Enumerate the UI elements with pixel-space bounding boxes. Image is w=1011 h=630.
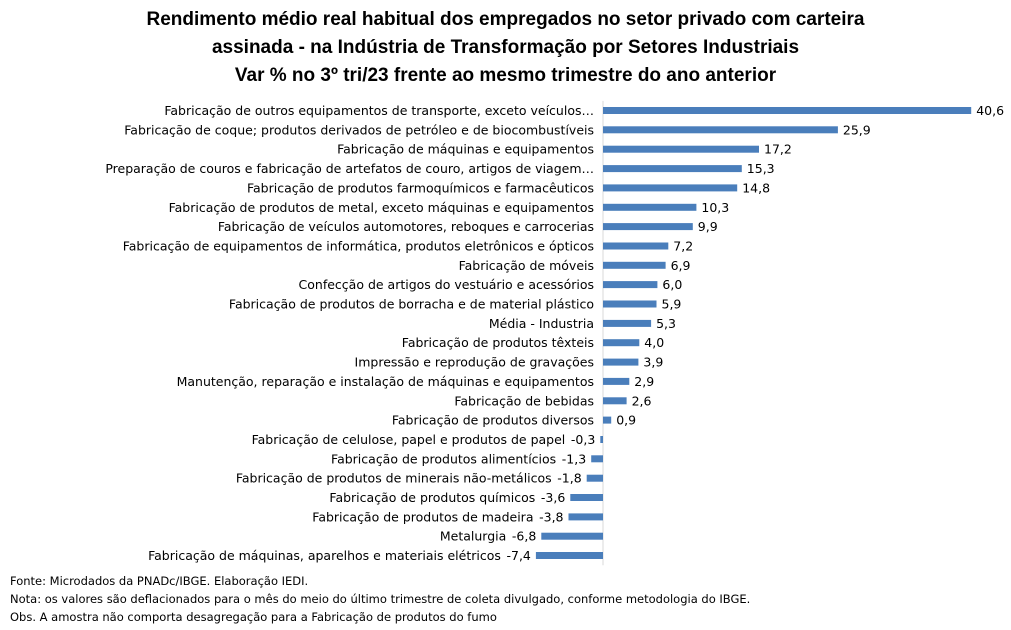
category-label: Fabricação de produtos de borracha e de … [229, 297, 594, 312]
source-note: Fonte: Microdados da PNADc/IBGE. Elabora… [10, 574, 309, 588]
category-label: Fabricação de produtos farmoquímicos e f… [247, 180, 594, 195]
category-label: Fabricação de equipamentos de informátic… [123, 239, 594, 254]
bar [603, 377, 630, 385]
data-label: -6,8 [512, 529, 536, 544]
footnotes: Fonte: Microdados da PNADc/IBGE. Elabora… [10, 572, 750, 626]
data-label: 17,2 [764, 142, 792, 157]
bar [603, 397, 627, 405]
bar [603, 165, 742, 173]
data-label: -1,3 [562, 451, 586, 466]
category-label: Fabricação de produtos de madeira [312, 509, 533, 524]
category-label: Preparação de couros e fabricação de art… [105, 161, 594, 176]
bar [570, 494, 603, 501]
data-label: 15,3 [747, 161, 775, 176]
category-label: Fabricação de celulose, papel e produtos… [252, 432, 566, 447]
bar [535, 552, 603, 559]
data-label: 25,9 [843, 122, 871, 137]
bar [591, 455, 603, 463]
bar [603, 184, 738, 192]
category-label: Fabricação de produtos têxteis [402, 335, 594, 350]
data-label: 0,9 [616, 413, 636, 428]
data-label: 6,9 [671, 258, 691, 273]
data-label: 3,9 [643, 355, 663, 370]
bar [603, 281, 658, 289]
bar [603, 223, 693, 231]
chart-title-line-2: assinada - na Indústria de Transformação… [211, 37, 800, 58]
bar [603, 319, 652, 327]
category-label: Fabricação de máquinas e equipamentos [337, 142, 594, 157]
category-label: Fabricação de produtos de metal, exceto … [169, 200, 594, 215]
category-label: Manutenção, reparação e instalação de má… [177, 374, 594, 389]
data-label: -3,8 [539, 509, 563, 524]
data-label: -7,4 [507, 548, 531, 563]
bar [568, 513, 603, 521]
bar [586, 474, 603, 482]
data-label: 6,0 [662, 277, 682, 292]
category-label: Impressão e reprodução de gravações [355, 355, 594, 370]
bar [603, 416, 612, 424]
bar [603, 358, 639, 366]
category-label: Fabricação de máquinas, aparelhos e mate… [148, 548, 501, 563]
bar [603, 203, 697, 211]
category-label: Fabricação de produtos de minerais não-m… [236, 471, 552, 486]
bar [603, 126, 838, 134]
data-label: 9,9 [698, 219, 718, 234]
sample-note: Obs. A amostra não comporta desagregação… [10, 610, 497, 624]
data-label: 10,3 [701, 200, 729, 215]
bar [603, 300, 657, 308]
bar [603, 242, 669, 250]
category-label: Fabricação de produtos alimentícios [331, 451, 556, 466]
category-label: Média - Industria [489, 316, 594, 331]
chart-title: Rendimento médio real habitual dos empre… [0, 6, 1011, 90]
bar [603, 339, 640, 347]
chart-title-line-3: Var % no 3º tri/23 frente ao mesmo trime… [234, 65, 777, 86]
category-label: Fabricação de veículos automotores, rebo… [218, 219, 594, 234]
category-label: Confecção de artigos do vestuário e aces… [299, 277, 594, 292]
bar [600, 436, 603, 443]
methodology-note: Nota: os valores são deflacionados para … [10, 592, 751, 606]
category-label: Fabricação de produtos químicos [329, 490, 535, 505]
data-label: 4,0 [644, 335, 664, 350]
category-label: Fabricação de produtos diversos [392, 413, 594, 428]
data-label: 5,9 [662, 297, 682, 312]
data-label: -1,8 [557, 471, 581, 486]
data-label: 2,6 [632, 393, 652, 408]
category-label: Fabricação de outros equipamentos de tra… [164, 103, 594, 118]
category-label: Fabricação de móveis [459, 258, 594, 273]
category-label: Metalurgia [440, 529, 506, 544]
data-label: 7,2 [673, 239, 693, 254]
bar [541, 532, 603, 540]
data-label: 14,8 [742, 180, 770, 195]
category-label: Fabricação de coque; produtos derivados … [124, 122, 594, 137]
data-label: -3,6 [541, 490, 565, 505]
bar [603, 145, 759, 153]
bar [603, 261, 666, 269]
data-label: 5,3 [656, 316, 676, 331]
data-label: 2,9 [634, 374, 654, 389]
bar [603, 107, 972, 114]
data-label: 40,6 [976, 103, 1004, 118]
category-label: Fabricação de bebidas [454, 393, 594, 408]
chart-marks: 40,6 Fabricação de outros equipamentos de… [105, 100, 1004, 566]
data-label: -0,3 [571, 432, 595, 447]
chart-title-line-1: Rendimento médio real habitual dos empre… [146, 9, 865, 30]
